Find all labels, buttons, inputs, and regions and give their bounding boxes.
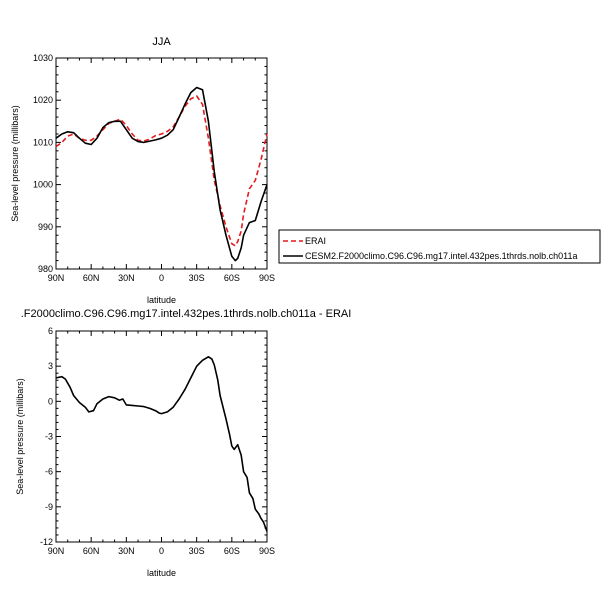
bottom-y-tick-label: 0 [48,396,53,406]
top-y-tick-label: 1000 [33,180,53,190]
top-series-lines [55,86,268,262]
bottom-x-tick-labels: 90N 60N 30N 0 30S 60S 90S [48,546,275,556]
bottom-y-tick-label: -6 [45,467,53,477]
top-x-tick-label: 30N [118,273,135,283]
bottom-x-tick-label: 90S [259,546,275,556]
top-chart: JJA 90N 60N 30N 0 30S 60S 90S 980 990 1000 1010 10… [10,36,275,305]
top-x-tick-label: 0 [159,273,164,283]
bottom-series-lines [55,355,268,532]
top-x-tick-label: 60N [83,273,100,283]
top-series-line-1 [55,86,268,262]
top-x-tick-label: 30S [189,273,205,283]
legend: ERAI CESM2.F2000climo.C96.C96.mg17.intel… [278,229,601,264]
bottom-x-tick-label: 90N [48,546,65,556]
top-x-axis-label: latitude [147,295,176,305]
bottom-x-tick-label: 30S [189,546,205,556]
bottom-y-tick-labels: -12 -9 -6 -3 0 3 6 [40,326,53,547]
top-series-line-0 [55,95,268,247]
top-plot-frame [55,57,268,270]
top-y-tick-label: 1030 [33,53,53,63]
bottom-x-tick-label: 60S [224,546,240,556]
bottom-x-tick-label: 30N [118,546,135,556]
bottom-x-tick-label: 60N [83,546,100,556]
bottom-axis-ticks [55,330,268,543]
legend-box [278,229,601,264]
bottom-x-tick-label: 0 [159,546,164,556]
top-y-tick-label: 990 [38,222,53,232]
bottom-y-tick-label: 6 [48,326,53,336]
bottom-plot-frame [55,330,268,543]
top-chart-title: JJA [152,36,171,48]
top-x-tick-label: 60S [224,273,240,283]
top-x-tick-labels: 90N 60N 30N 0 30S 60S 90S [48,273,275,283]
top-y-axis-label: Sea-level pressure (millibars) [10,105,20,222]
top-y-tick-label: 1010 [33,137,53,147]
top-axis-ticks [55,57,268,270]
bottom-y-tick-label: -9 [45,502,53,512]
bottom-x-axis-label: latitude [147,568,176,578]
top-x-tick-label: 90N [48,273,65,283]
top-y-tick-labels: 980 990 1000 1010 1020 1030 [33,53,53,274]
bottom-series-line-0 [55,355,268,532]
bottom-y-tick-label: -12 [40,537,53,547]
bottom-chart-title: .F2000climo.C96.C96.mg17.intel.432pes.1t… [21,308,352,320]
bottom-chart: .F2000climo.C96.C96.mg17.intel.432pes.1t… [15,308,351,578]
bottom-y-tick-label: 3 [48,361,53,371]
top-y-tick-label: 980 [38,264,53,274]
legend-label-erai: ERAI [305,236,326,246]
top-x-tick-label: 90S [259,273,275,283]
top-y-tick-label: 1020 [33,95,53,105]
bottom-y-axis-label: Sea-level pressure (millibars) [15,378,25,495]
legend-label-cesm: CESM2.F2000climo.C96.C96.mg17.intel.432p… [305,251,578,261]
bottom-y-tick-label: -3 [45,432,53,442]
